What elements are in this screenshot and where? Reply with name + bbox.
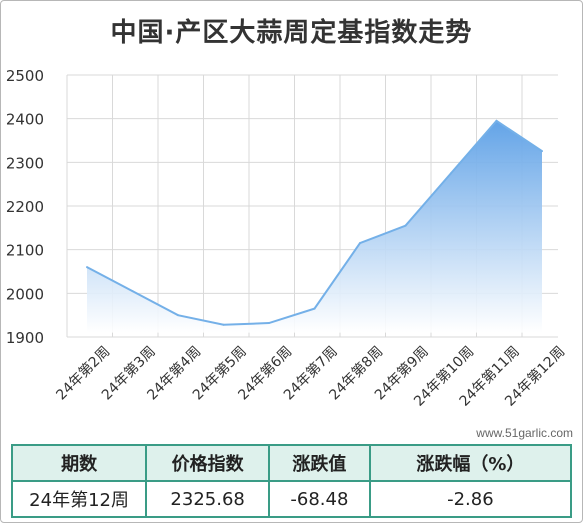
data-point [131, 290, 134, 293]
data-point [177, 314, 179, 317]
y-tick-label: 2300 [6, 154, 44, 172]
header-change-value: 涨跌值 [268, 444, 371, 482]
data-point [86, 266, 88, 269]
watermark: www.51garlic.com [476, 426, 573, 440]
x-axis: 24年第2周24年第3周24年第4周24年第5周24年第6周24年第7周24年第… [53, 343, 569, 410]
header-price-index: 价格指数 [145, 444, 271, 482]
plot-area [86, 119, 543, 333]
y-tick-label: 2100 [6, 242, 44, 260]
data-point [268, 322, 270, 325]
header-change-percent: 涨跌幅（%） [368, 444, 573, 482]
table-header-row: 期数 价格指数 涨跌值 涨跌幅（%） [10, 444, 573, 482]
cell-change-value: -68.48 [268, 480, 371, 518]
table-row: 24年第12周 2325.68 -68.48 -2.86 [10, 480, 573, 518]
data-point [359, 242, 361, 245]
data-point [313, 307, 316, 310]
data-point [495, 119, 498, 122]
y-tick-label: 2200 [6, 198, 44, 216]
data-point [541, 150, 543, 153]
y-tick-label: 2500 [6, 67, 44, 85]
data-point [404, 224, 407, 227]
area-chart: 1900 2000 2100 2200 2300 2400 2500 24年第2周24年第3… [6, 67, 569, 410]
cell-change-percent: -2.86 [368, 480, 573, 518]
area-fill [87, 120, 542, 333]
y-tick-label: 2000 [6, 285, 44, 303]
y-axis: 1900 2000 2100 2200 2300 2400 2500 [6, 67, 44, 347]
data-point [450, 172, 452, 175]
data-point [222, 323, 225, 326]
chart-title: 中国·产区大蒜周定基指数走势 [110, 18, 473, 48]
y-tick-label: 1900 [6, 329, 44, 347]
header-period: 期数 [10, 444, 148, 482]
y-tick-label: 2400 [6, 111, 44, 129]
summary-table: 期数 价格指数 涨跌值 涨跌幅（%） 24年第12周 2325.68 -68.4… [10, 444, 573, 518]
cell-price-index: 2325.68 [145, 480, 271, 518]
cell-period: 24年第12周 [10, 480, 148, 518]
